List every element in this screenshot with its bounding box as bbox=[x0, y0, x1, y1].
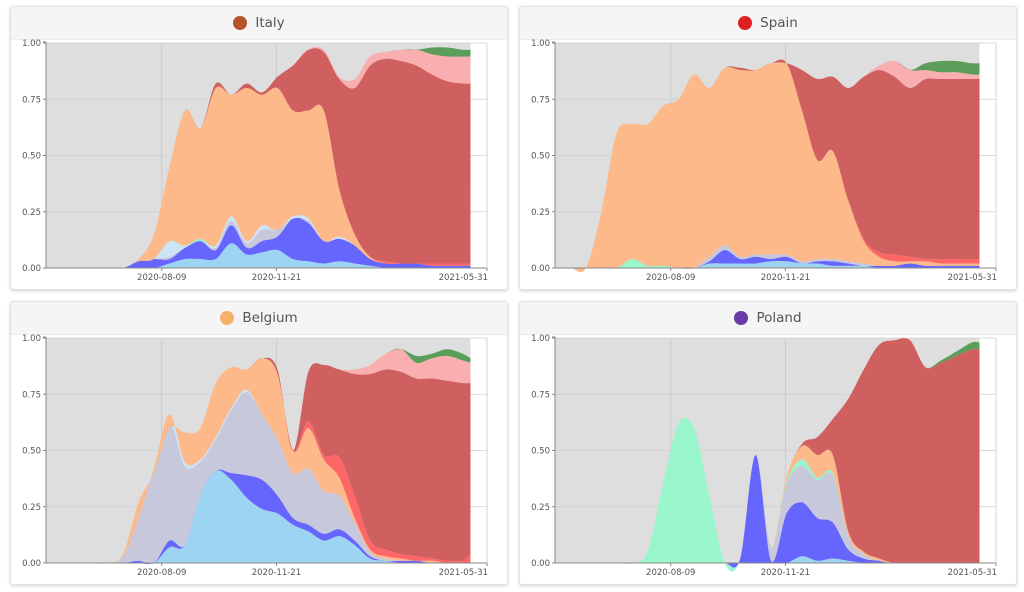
country-dot-icon bbox=[220, 311, 235, 325]
panel-title: Belgium bbox=[242, 310, 298, 326]
area-s8 bbox=[555, 59, 980, 273]
stacked-area-chart: 0.00 0.25 0.50 0.75 1.00 2020-08-09 2020-11-21… bbox=[531, 334, 997, 578]
y-tick-label: 0.75 bbox=[22, 390, 41, 400]
y-tick-label: 0.25 bbox=[531, 208, 550, 218]
y-tick-label: 0.25 bbox=[22, 503, 41, 513]
area-s2 bbox=[46, 217, 471, 269]
x-tick-label: 2020-08-09 bbox=[646, 568, 695, 578]
stacked-area-chart: 0.00 0.25 0.50 0.75 1.00 2020-08-09 2020-11-21… bbox=[22, 334, 488, 578]
area-s5 bbox=[555, 417, 980, 572]
area-s3 bbox=[555, 245, 980, 269]
y-tick-label: 0.50 bbox=[531, 152, 550, 162]
panel-spain: Spain 0.00 0.25 0.50 0.75 1.00 2020-08-09 2020… bbox=[519, 6, 1017, 290]
area-s6 bbox=[46, 358, 471, 564]
y-tick-label: 0.75 bbox=[531, 390, 550, 400]
area-s6 bbox=[46, 86, 471, 269]
country-dot-icon bbox=[233, 16, 248, 30]
area-s9 bbox=[46, 47, 471, 269]
x-tick-label: 2020-11-21 bbox=[252, 568, 301, 578]
y-tick-label: 0.75 bbox=[22, 95, 41, 105]
panel-italy: Italy 0.00 0.25 0.50 0.75 1.00 2020-08-09 2020… bbox=[10, 6, 508, 290]
area-s3 bbox=[46, 217, 471, 269]
panel-title: Italy bbox=[255, 15, 285, 31]
y-tick-label: 1.00 bbox=[531, 334, 550, 344]
area-s8 bbox=[555, 338, 980, 572]
x-tick-label: 2021-05-31 bbox=[948, 273, 997, 283]
y-tick-label: 0.00 bbox=[22, 264, 41, 274]
country-dot-icon bbox=[734, 311, 749, 325]
area-s1 bbox=[46, 470, 471, 565]
stacked-area-chart: 0.00 0.25 0.50 0.75 1.00 2020-08-09 2020-11-21… bbox=[22, 39, 488, 283]
area-s8 bbox=[46, 357, 471, 564]
y-tick-label: 0.00 bbox=[531, 559, 550, 569]
panel-poland: Poland 0.00 0.25 0.50 0.75 1.00 2020-08-09 202… bbox=[519, 301, 1017, 585]
y-tick-label: 1.00 bbox=[22, 39, 41, 49]
x-tick-label: 2021-05-31 bbox=[439, 568, 488, 578]
area-s6 bbox=[555, 59, 980, 273]
x-tick-label: 2021-05-31 bbox=[439, 273, 488, 283]
x-tick-label: 2020-08-09 bbox=[137, 273, 186, 283]
panel-header: Poland bbox=[520, 302, 1016, 335]
panel-header: Spain bbox=[520, 7, 1016, 40]
area-s2 bbox=[46, 469, 471, 565]
panel-header: Belgium bbox=[11, 302, 507, 335]
x-tick-label: 2021-05-31 bbox=[948, 568, 997, 578]
x-tick-label: 2020-11-21 bbox=[761, 273, 810, 283]
panel-title: Spain bbox=[760, 15, 798, 31]
y-tick-label: 0.00 bbox=[22, 559, 41, 569]
panel-title: Poland bbox=[756, 310, 802, 326]
x-tick-label: 2020-11-21 bbox=[252, 273, 301, 283]
area-s3 bbox=[46, 391, 471, 565]
area-s2 bbox=[555, 249, 980, 269]
y-tick-label: 0.50 bbox=[22, 447, 41, 457]
country-dot-icon bbox=[738, 16, 753, 30]
area-s1 bbox=[555, 261, 980, 269]
x-tick-label: 2020-11-21 bbox=[761, 568, 810, 578]
x-tick-label: 2020-08-09 bbox=[137, 568, 186, 578]
y-tick-label: 0.50 bbox=[531, 447, 550, 457]
y-tick-label: 1.00 bbox=[22, 334, 41, 344]
panel-header: Italy bbox=[11, 7, 507, 40]
y-tick-label: 0.25 bbox=[531, 503, 550, 513]
stacked-area-chart: 0.00 0.25 0.50 0.75 1.00 2020-08-09 2020-11-21… bbox=[531, 39, 997, 283]
panel-belgium: Belgium 0.00 0.25 0.50 0.75 1.00 2020-08-09 20… bbox=[10, 301, 508, 585]
area-s9 bbox=[46, 348, 471, 564]
y-tick-label: 0.75 bbox=[531, 95, 550, 105]
area-s8 bbox=[46, 48, 471, 269]
y-tick-label: 1.00 bbox=[531, 39, 550, 49]
area-s2 bbox=[555, 454, 980, 568]
area-s1 bbox=[46, 243, 471, 269]
y-tick-label: 0.25 bbox=[22, 208, 41, 218]
x-tick-label: 2020-08-09 bbox=[646, 273, 695, 283]
y-tick-label: 0.00 bbox=[531, 264, 550, 274]
y-tick-label: 0.50 bbox=[22, 152, 41, 162]
